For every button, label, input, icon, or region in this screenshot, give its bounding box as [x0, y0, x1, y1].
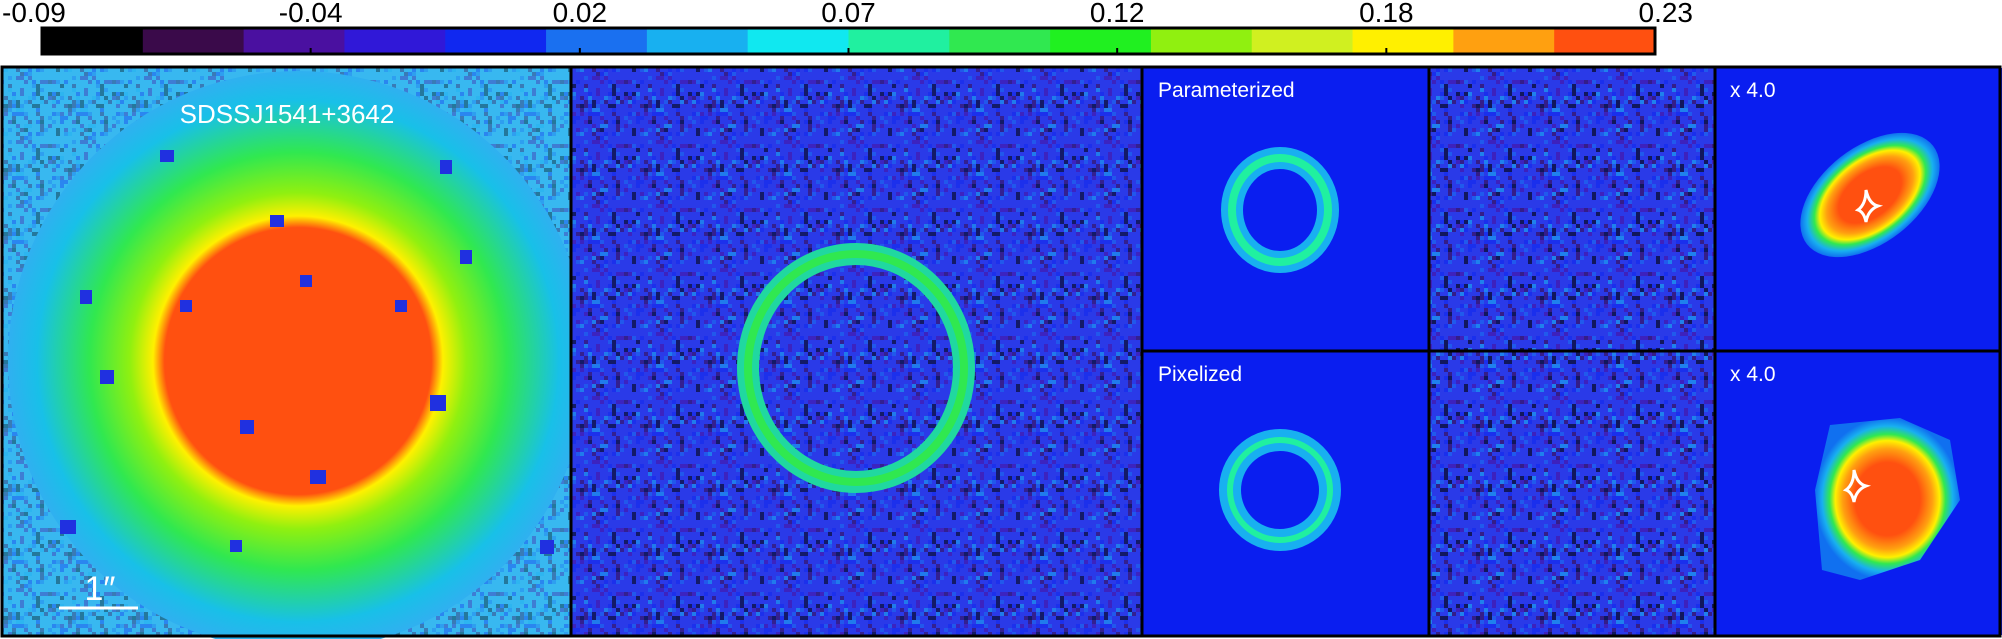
scale-bar-label: 1″: [85, 570, 116, 608]
colorbar-band: [42, 28, 144, 54]
colorbar-tick-label: 0.18: [1359, 0, 1414, 28]
parameterized-label: Parameterized: [1158, 79, 1295, 102]
panel-borders: [0, 65, 2002, 638]
colorbar: -0.09 -0.04 0.02 0.07 0.12 0.18 0.23: [2, 0, 1694, 56]
colorbar-band: [1453, 28, 1555, 54]
magnification-label: x 4.0: [1730, 363, 1776, 386]
colorbar-tick-label: -0.09: [2, 0, 66, 28]
colorbar-band: [243, 28, 345, 54]
colorbar-band: [848, 28, 950, 54]
colorbar-band: [546, 28, 648, 54]
galaxy: [8, 71, 588, 639]
lens-ring-core: [744, 250, 968, 486]
colorbar-band: [445, 28, 547, 54]
colorbar-tick-label: 0.23: [1639, 0, 1694, 28]
colorbar-tick-label: -0.04: [279, 0, 343, 28]
magnification-label: x 4.0: [1730, 79, 1776, 102]
colorbar-band: [142, 28, 245, 54]
colorbar-band: [646, 28, 749, 54]
colorbar-tick-label: 0.07: [821, 0, 876, 28]
target-label: SDSSJ1541+3642: [180, 99, 395, 129]
colorbar-band: [1352, 28, 1454, 54]
colorbar-tick-label: 0.02: [553, 0, 608, 28]
colorbar-band: [344, 28, 446, 54]
colorbar-band: [1050, 28, 1152, 54]
colorbar-band: [747, 28, 849, 54]
panel-noise: [571, 68, 1142, 635]
colorbar-band: [949, 28, 1051, 54]
colorbar-band: [1251, 28, 1354, 54]
masked-pixels: [60, 150, 554, 554]
colorbar-tick-label: 0.12: [1090, 0, 1145, 28]
colorbar-band: [1554, 28, 1656, 54]
colorbar-band: [1150, 28, 1253, 54]
pixelized-label: Pixelized: [1158, 363, 1242, 386]
